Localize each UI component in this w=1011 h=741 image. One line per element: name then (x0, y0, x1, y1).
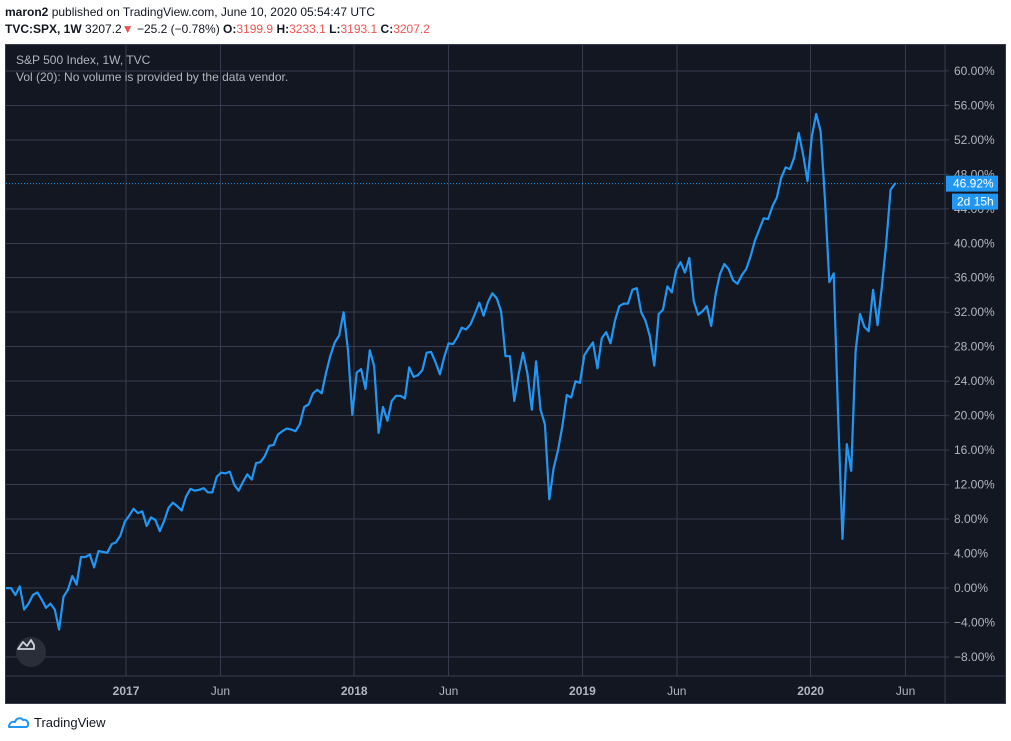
y-tick-label: 36.00% (954, 271, 995, 285)
y-tick-label: −4.00% (954, 616, 995, 630)
close-value: 3207.2 (393, 22, 430, 36)
x-tick-label: Jun (439, 684, 458, 698)
y-tick-label: 20.00% (954, 409, 995, 423)
x-tick-label: 2018 (341, 684, 368, 698)
y-tick-label: 12.00% (954, 478, 995, 492)
series-line (6, 112, 897, 631)
cloud-logo-icon (17, 639, 35, 650)
price-change: −25.2 (−0.78%) (136, 22, 220, 36)
y-tick-label: 40.00% (954, 236, 995, 250)
y-tick-label: 52.00% (954, 133, 995, 147)
x-tick-label: 2020 (797, 684, 824, 698)
low-label: L: (329, 22, 341, 36)
legend-title[interactable]: S&P 500 Index, 1W, TVC (16, 53, 151, 67)
axes: 60.00%56.00%52.00%48.00%44.00%40.00%36.0… (6, 45, 1005, 703)
y-tick-label: 4.00% (954, 547, 988, 561)
series-layer (6, 112, 945, 631)
footer-brand[interactable]: TradingView (34, 715, 106, 730)
grid-lines (6, 45, 945, 676)
ohlc-info: TVC:SPX, 1W 3207.2▼ −25.2 (−0.78%) O:319… (5, 22, 430, 36)
countdown-label: 2d 15h (957, 195, 994, 209)
y-tick-label: 24.00% (954, 374, 995, 388)
x-tick-label: 2017 (113, 684, 140, 698)
y-tick-label: 28.00% (954, 340, 995, 354)
y-tick-label: 16.00% (954, 443, 995, 457)
open-label: O: (223, 22, 237, 36)
publish-info: maron2 published on TradingView.com, Jun… (5, 5, 375, 19)
published-text: published on TradingView.com, June 10, 2… (51, 5, 376, 19)
x-tick-label: Jun (211, 684, 230, 698)
y-tick-label: −8.00% (954, 650, 995, 664)
high-label: H: (276, 22, 290, 36)
low-value: 3193.1 (340, 22, 378, 36)
tradingview-logo-button[interactable] (16, 637, 46, 667)
x-tick-label: 2019 (569, 684, 596, 698)
last-price: 3207.2 (85, 22, 122, 36)
author-name[interactable]: maron2 (5, 5, 49, 19)
last-value-label: 46.92% (953, 177, 994, 191)
price-chart[interactable]: 60.00%56.00%52.00%48.00%44.00%40.00%36.0… (6, 45, 1006, 704)
last-value-box (946, 175, 998, 192)
y-tick-label: 0.00% (954, 581, 988, 595)
symbol-label: TVC:SPX, 1W (5, 22, 82, 36)
y-tick-label: 8.00% (954, 512, 988, 526)
legend-volume[interactable]: Vol (20): No volume is provided by the d… (16, 70, 289, 84)
change-down-arrow-icon: ▼ (121, 22, 134, 36)
y-tick-label: 60.00% (954, 64, 995, 78)
countdown-box (952, 193, 998, 210)
footer: TradingView (0, 704, 1011, 741)
last-value-markers: 46.92% 2d 15h (946, 175, 998, 210)
y-tick-label: 56.00% (954, 98, 995, 112)
chart-area[interactable]: 60.00%56.00%52.00%48.00%44.00%40.00%36.0… (5, 44, 1006, 704)
tradingview-cloud-icon (8, 717, 30, 728)
chart-header: maron2 published on TradingView.com, Jun… (0, 0, 1011, 44)
open-value: 3199.9 (236, 22, 274, 36)
high-value: 3233.1 (289, 22, 326, 36)
y-tick-label: 32.00% (954, 305, 995, 319)
x-tick-label: Jun (896, 684, 915, 698)
x-tick-label: Jun (667, 684, 686, 698)
close-label: C: (380, 22, 394, 36)
